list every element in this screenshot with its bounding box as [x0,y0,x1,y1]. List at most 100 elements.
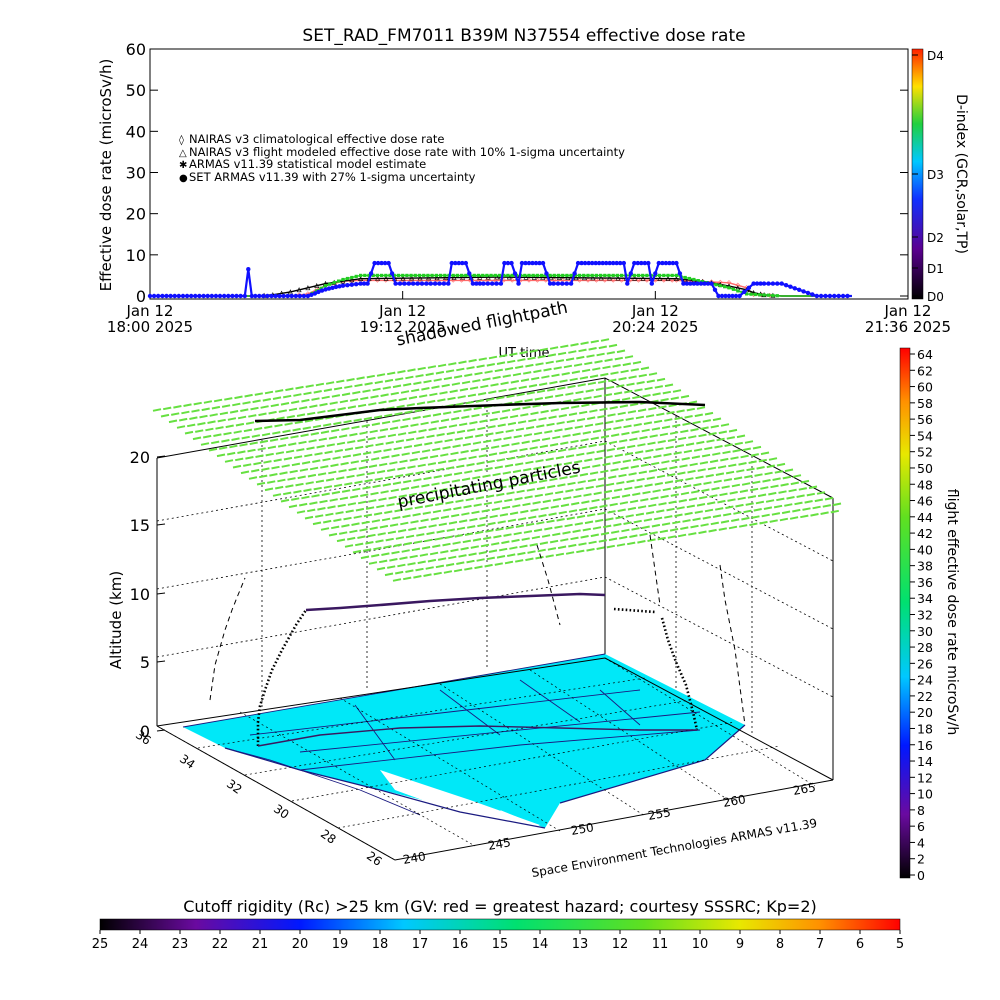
series-set-armas-point [197,293,202,299]
particle-mark [417,366,426,371]
series-set-armas-point [775,281,780,286]
particle-mark [418,429,427,433]
particle-mark [439,487,448,492]
series-set-armas-point [607,260,612,266]
series-set-armas-point [746,285,752,290]
series-set-armas-point [560,281,565,286]
particle-mark [504,560,514,565]
particle-mark [543,367,552,372]
particle-mark [323,423,332,427]
particle-mark [499,513,509,517]
particle-mark [553,463,562,467]
particle-mark [396,501,405,506]
particle-mark [253,427,263,431]
flight-right-wall-shadow [719,564,746,726]
particle-mark [483,439,492,444]
series-armas-stat-point [363,273,367,277]
particle-mark [393,446,402,451]
particle-mark [319,402,328,407]
particle-mark [536,486,546,491]
particle-mark [558,414,567,418]
particle-mark [659,432,669,437]
particle-mark [507,421,517,426]
particle-mark [299,406,308,410]
particle-mark [693,482,702,487]
particle-mark [496,458,506,462]
flight-descent [660,617,699,731]
particle-mark [666,507,675,512]
particle-mark [525,426,535,430]
particle-mark [539,444,549,449]
series-nairas-flight-point [383,275,389,281]
particle-mark [651,523,661,528]
series-armas-stat-point [401,273,405,277]
particle-mark [315,514,324,518]
particle-mark [324,450,333,455]
series-nairas-clim-point [602,277,608,283]
particle-mark [453,471,463,476]
particle-mark [698,530,707,535]
particle-mark [402,514,411,519]
particle-mark [628,375,637,379]
particle-mark [489,417,498,422]
particle-mark [752,445,762,450]
particle-mark [576,418,586,422]
particle-mark [779,517,789,522]
particle-mark [429,489,438,494]
particle-mark [392,419,401,423]
altitude-tick-mark [156,592,166,595]
particle-mark [514,497,523,501]
series-armas-stat-point [758,293,762,297]
series-set-armas-point [415,281,420,286]
particle-mark [413,443,423,448]
series-armas-stat-point [497,273,502,277]
series-armas-stat-point [594,273,598,277]
particle-mark [555,490,564,495]
particle-mark [634,388,643,392]
series-nairas-flight-point [375,275,381,281]
series-nairas-flight-point [358,276,364,281]
y-tick-label: 20 [126,205,146,224]
particle-mark [517,358,526,362]
particle-mark [384,378,394,383]
particle-mark [336,476,345,480]
particle-mark [522,405,531,410]
particle-mark [475,530,484,535]
particle-mark [457,492,466,496]
particle-mark [535,459,544,463]
series-nairas-flight-point [340,278,346,284]
series-set-armas-point [289,293,294,299]
series-set-armas-point [551,281,556,286]
particle-mark [341,392,351,397]
series-set-armas-point [193,293,198,299]
particle-mark [421,483,430,488]
series-armas-stat-point [510,273,514,277]
particle-mark [264,487,274,492]
series-nairas-clim-point [593,277,599,283]
particle-mark [425,372,434,377]
particle-mark [527,550,536,554]
particle-mark [432,544,441,548]
particle-mark [562,531,571,535]
particle-mark [570,536,579,541]
particle-mark [582,431,591,435]
series-armas-stat-point [745,292,749,296]
particle-mark [447,493,456,498]
particle-mark [796,494,805,498]
particle-mark [574,522,583,526]
series-armas-stat-point [611,273,615,277]
dose-rate-tick-label: 12 [917,770,933,785]
particle-mark [507,553,516,557]
particle-mark [514,400,523,404]
particle-mark [384,572,394,577]
series-set-armas-point [293,293,298,299]
series-armas-stat-point [577,273,582,277]
particle-mark [658,405,667,409]
particle-mark [383,545,392,549]
dose-rate-tick-label: 28 [917,640,933,655]
series-set-armas-point [730,293,735,299]
particle-mark [686,407,695,412]
particle-mark [304,419,314,423]
particle-mark [513,531,522,536]
particle-mark [213,433,222,437]
